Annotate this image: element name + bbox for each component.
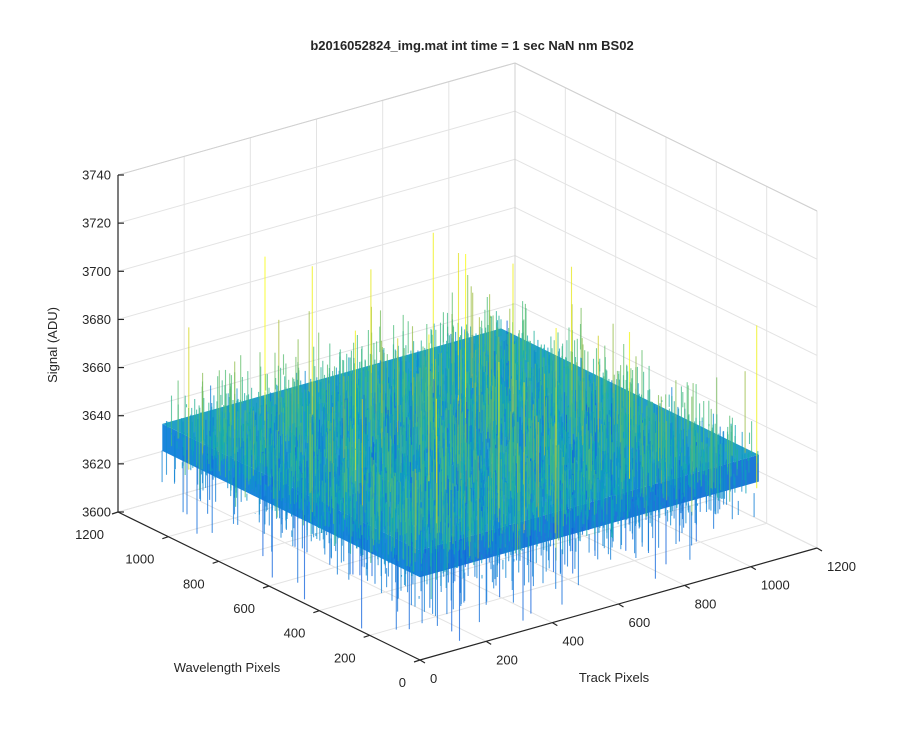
wall-grid-line — [514, 158, 818, 308]
wall-grid-line — [117, 303, 516, 417]
wall-grid-line — [117, 206, 516, 320]
wall-grid-line — [514, 110, 818, 260]
box-edge — [117, 62, 516, 176]
wall-grid-line — [514, 303, 818, 453]
wall-grid-line — [117, 255, 516, 369]
wall-grid-line — [514, 206, 818, 356]
wall-grid-line — [117, 158, 516, 272]
floor-grid-line — [369, 522, 767, 636]
wall-grid-line — [117, 110, 516, 224]
surface-plot — [161, 232, 759, 641]
box-edge — [514, 62, 818, 212]
wall-grid-line — [514, 255, 818, 405]
